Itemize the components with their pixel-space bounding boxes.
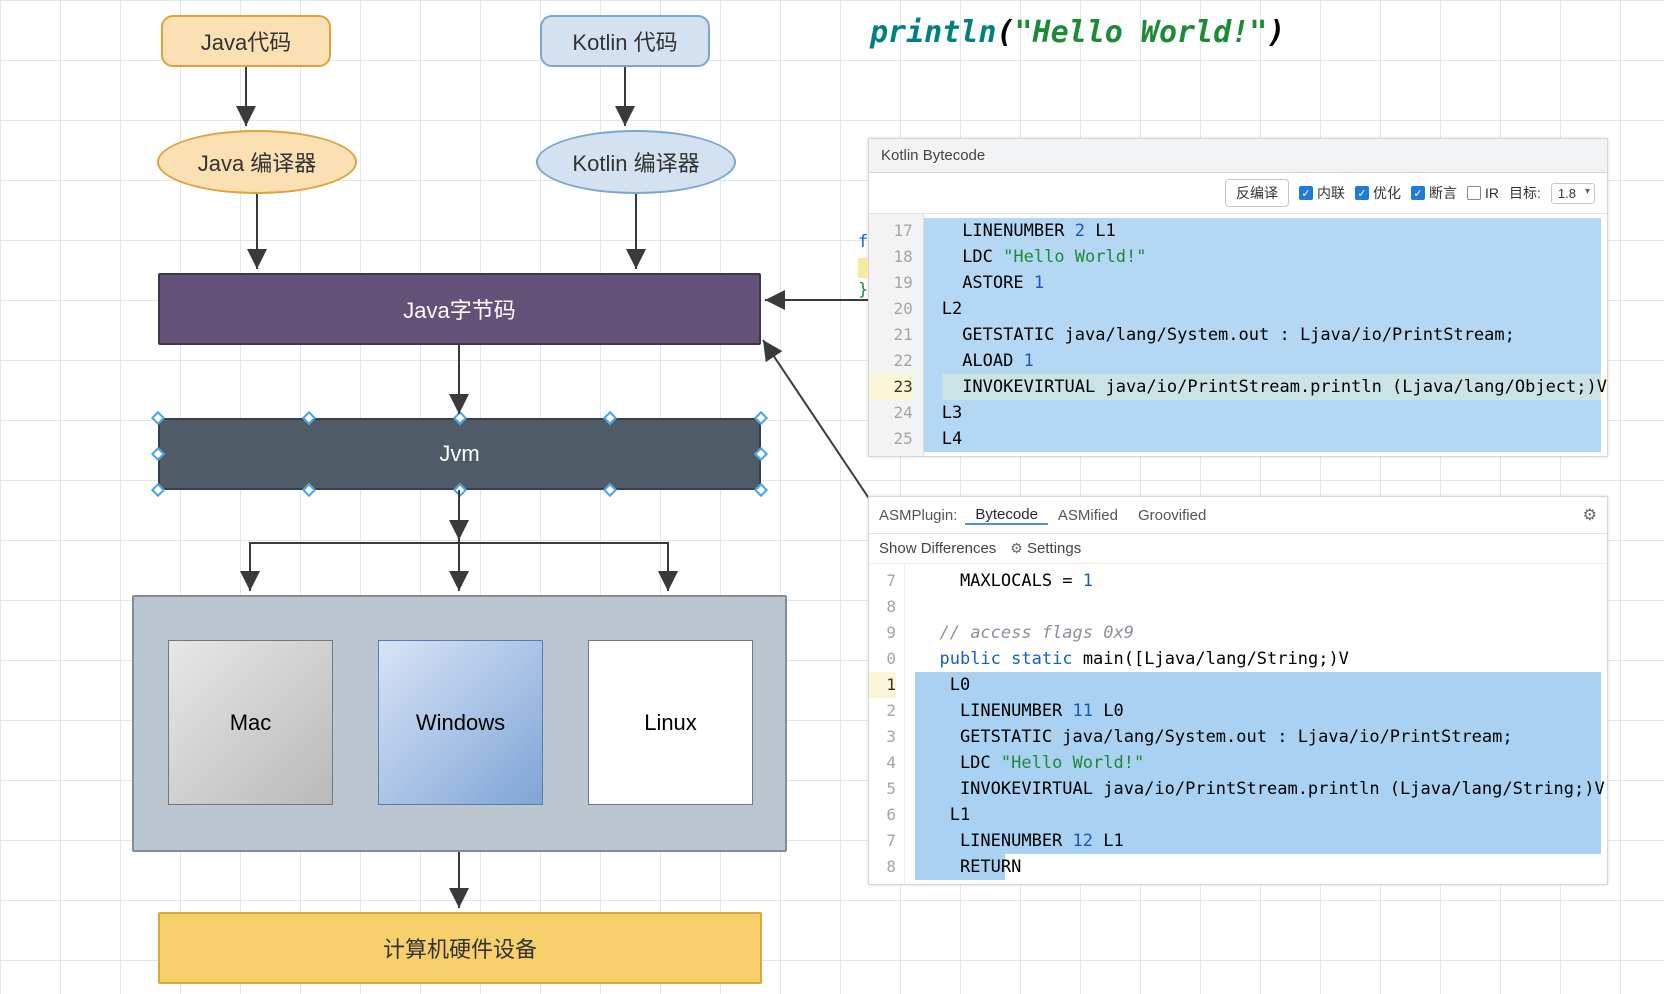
optimize-checkbox[interactable]: ✓优化 [1355, 183, 1401, 203]
target-select[interactable]: 1.8 [1551, 183, 1595, 204]
asm-code-area: 789012345678 MAXLOCALS = 1 // access fla… [869, 564, 1607, 884]
asm-tabbar: ASMPlugin: Bytecode ASMified Groovified … [869, 497, 1607, 534]
asm-plugin-label: ASMPlugin: [879, 507, 957, 524]
flowchart-node[interactable]: Kotlin 代码 [540, 15, 710, 67]
flowchart-node[interactable]: 计算机硬件设备 [158, 912, 762, 984]
settings-link[interactable]: ⚙ Settings [1010, 540, 1081, 557]
flowchart-node[interactable]: Java 编译器 [157, 130, 357, 194]
os-box[interactable]: Windows [378, 640, 543, 805]
kotlin-code-area: 171819202122232425 LINENUMBER 2 L1 LDC "… [869, 214, 1607, 456]
tab-asmified[interactable]: ASMified [1048, 507, 1128, 524]
asm-code: MAXLOCALS = 1 // access flags 0x9 public… [905, 564, 1607, 884]
asm-bytecode-panel: ASMPlugin: Bytecode ASMified Groovified … [868, 496, 1608, 885]
flowchart-node[interactable]: Jvm [158, 418, 761, 490]
decompile-button[interactable]: 反编译 [1225, 179, 1289, 207]
inline-checkbox[interactable]: ✓内联 [1299, 183, 1345, 203]
flowchart-node[interactable]: Java代码 [161, 15, 331, 67]
assert-checkbox[interactable]: ✓断言 [1411, 183, 1457, 203]
tab-bytecode[interactable]: Bytecode [965, 506, 1048, 525]
asm-linkbar: Show Differences ⚙ Settings [869, 534, 1607, 564]
show-differences-link[interactable]: Show Differences [879, 540, 996, 557]
cropped-brace: } [858, 280, 868, 300]
ir-checkbox[interactable]: IR [1467, 185, 1499, 201]
code-snippet-title: println("Hello World!") [870, 15, 1285, 50]
os-box[interactable]: Linux [588, 640, 753, 805]
flowchart-node[interactable]: Java字节码 [158, 273, 761, 345]
fn-name: println [870, 15, 996, 50]
flowchart-node[interactable]: Kotlin 编译器 [536, 130, 736, 194]
kotlin-bytecode-panel: Kotlin Bytecode 反编译 ✓内联 ✓优化 ✓断言 IR 目标: 1… [868, 138, 1608, 457]
gear-icon: ⚙ [1010, 540, 1023, 556]
cropped-text: f [858, 232, 868, 252]
target-label: 目标: [1509, 183, 1541, 203]
panel-title: Kotlin Bytecode [869, 139, 1607, 173]
kotlin-toolbar: 反编译 ✓内联 ✓优化 ✓断言 IR 目标: 1.8 [869, 173, 1607, 214]
asm-gutter: 789012345678 [869, 564, 905, 884]
cropped-highlight [858, 258, 868, 278]
gear-icon[interactable]: ⚙ [1583, 505, 1597, 525]
kotlin-gutter: 171819202122232425 [869, 214, 924, 456]
tab-groovified[interactable]: Groovified [1128, 507, 1216, 524]
os-box[interactable]: Mac [168, 640, 333, 805]
kotlin-code: LINENUMBER 2 L1 LDC "Hello World!" ASTOR… [924, 214, 1607, 456]
